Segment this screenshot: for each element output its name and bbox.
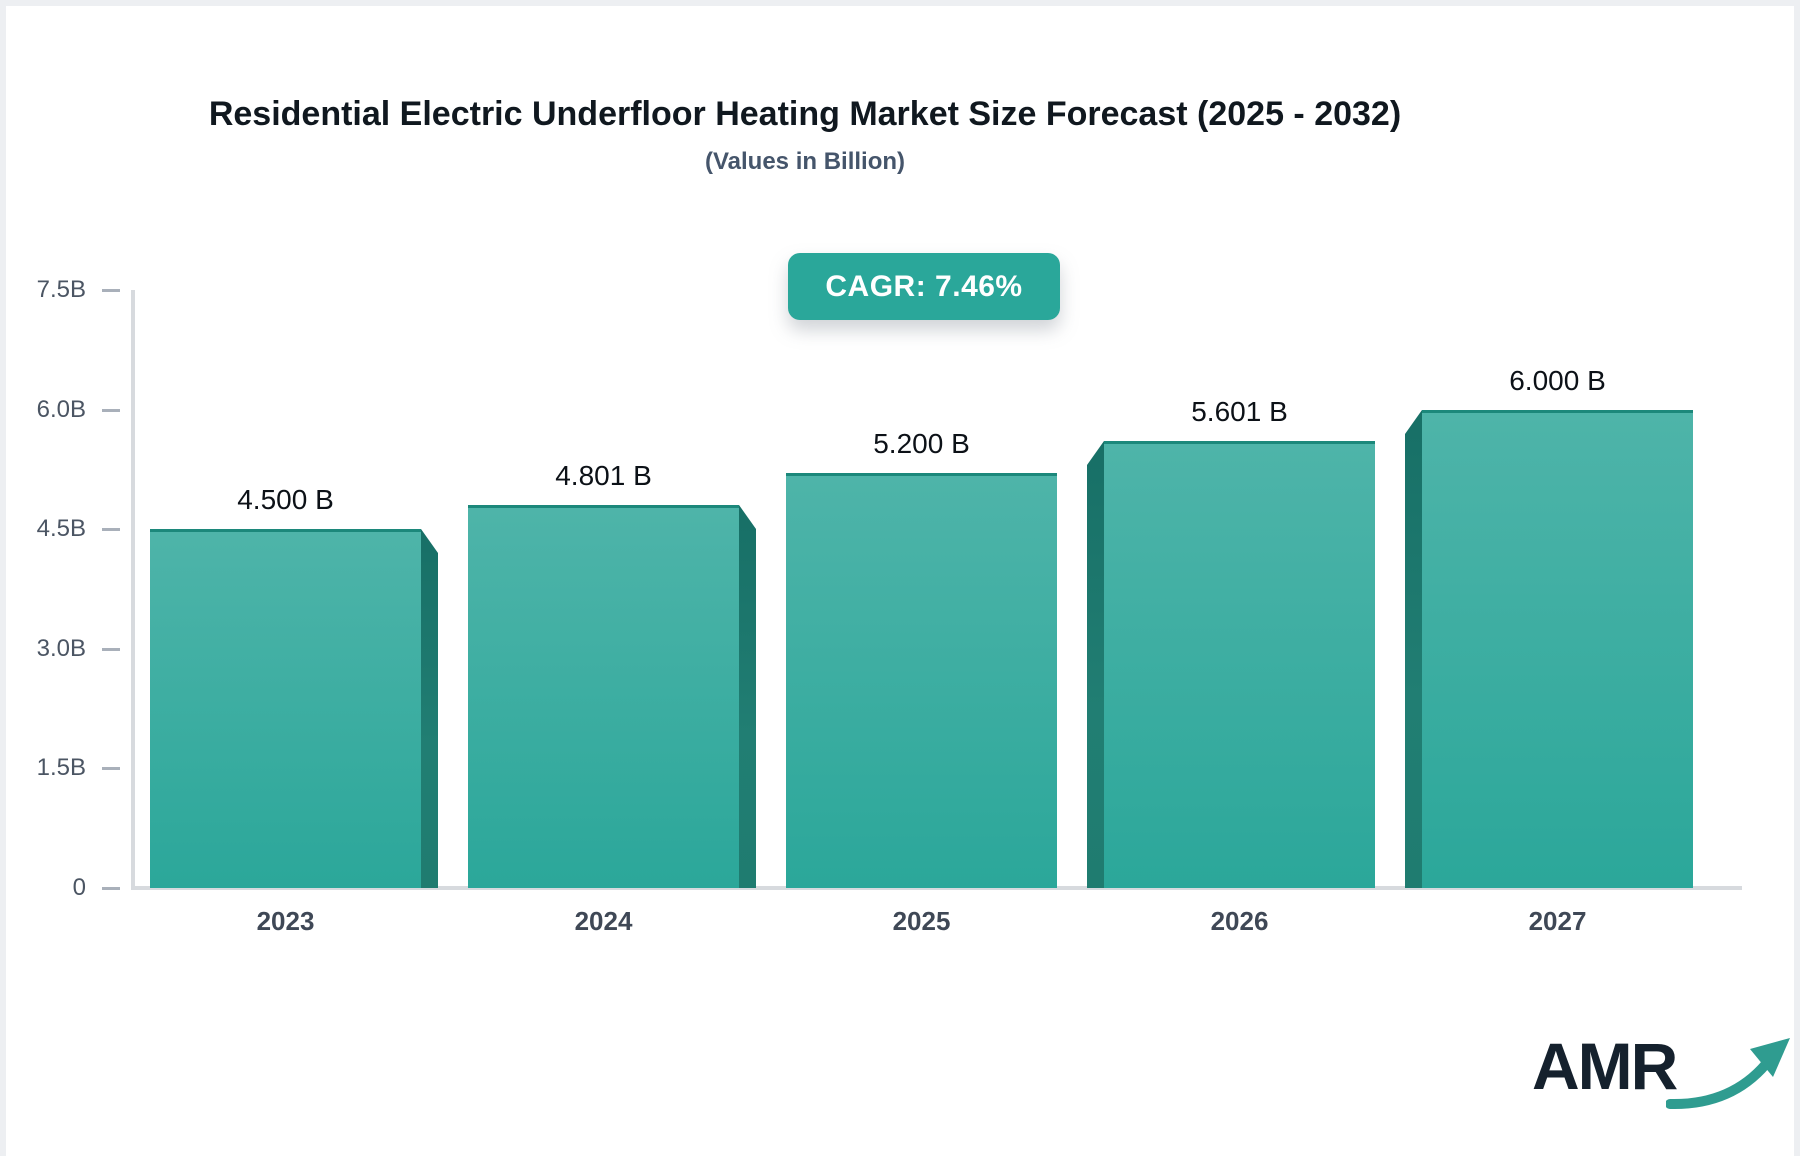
bar-bevel-2026 xyxy=(1087,441,1104,888)
x-axis-label-2025: 2025 xyxy=(892,906,951,936)
y-tick-mark xyxy=(102,289,120,292)
x-axis-label-2024: 2024 xyxy=(574,906,633,936)
bar-value-label-2024: 4.801 B xyxy=(555,460,652,491)
bar-value-label-2026: 5.601 B xyxy=(1191,396,1288,427)
growth-arrow-icon xyxy=(1666,1038,1791,1110)
bar-face-2023 xyxy=(150,529,421,888)
cagr-badge: CAGR: 7.46% xyxy=(788,253,1060,320)
y-tick-mark xyxy=(102,887,120,890)
amr-logo-text: AMR xyxy=(1532,1029,1678,1103)
y-tick-label-6.0B: 6.0B xyxy=(36,396,86,423)
bar-value-label-2027: 6.000 B xyxy=(1509,365,1606,396)
bar-face-2026 xyxy=(1104,441,1375,888)
y-tick-mark xyxy=(102,528,120,531)
y-tick-label-7.5B: 7.5B xyxy=(36,276,86,303)
bar-bevel-2023 xyxy=(421,529,438,888)
y-tick-label-4.5B: 4.5B xyxy=(36,515,86,542)
chart-subtitle: (Values in Billion) xyxy=(704,148,906,175)
bar-bevel-2027 xyxy=(1405,410,1422,888)
cagr-badge-label: CAGR: 7.46% xyxy=(825,269,1023,303)
bar-bevel-2024 xyxy=(739,505,756,888)
x-axis-line xyxy=(131,886,1742,890)
bar-value-label-2025: 5.200 B xyxy=(873,428,970,459)
chart-title: Residential Electric Underfloor Heating … xyxy=(208,95,1402,133)
bar-face-2025 xyxy=(786,473,1057,888)
y-tick-mark xyxy=(102,648,120,651)
y-tick-label-1.5B: 1.5B xyxy=(36,754,86,781)
y-tick-label-3.0B: 3.0B xyxy=(36,635,86,662)
y-tick-label-0: 0 xyxy=(72,874,86,901)
x-axis-label-2027: 2027 xyxy=(1528,906,1587,936)
y-tick-mark xyxy=(102,767,120,770)
bar-value-label-2023: 4.500 B xyxy=(237,484,334,515)
bar-face-2027 xyxy=(1422,410,1693,888)
y-tick-mark xyxy=(102,409,120,412)
x-axis-label-2023: 2023 xyxy=(256,906,315,936)
amr-logo: AMR xyxy=(1532,1028,1792,1112)
y-axis-line xyxy=(131,290,135,888)
bar-face-2024 xyxy=(468,505,739,888)
x-axis-label-2026: 2026 xyxy=(1210,906,1269,936)
